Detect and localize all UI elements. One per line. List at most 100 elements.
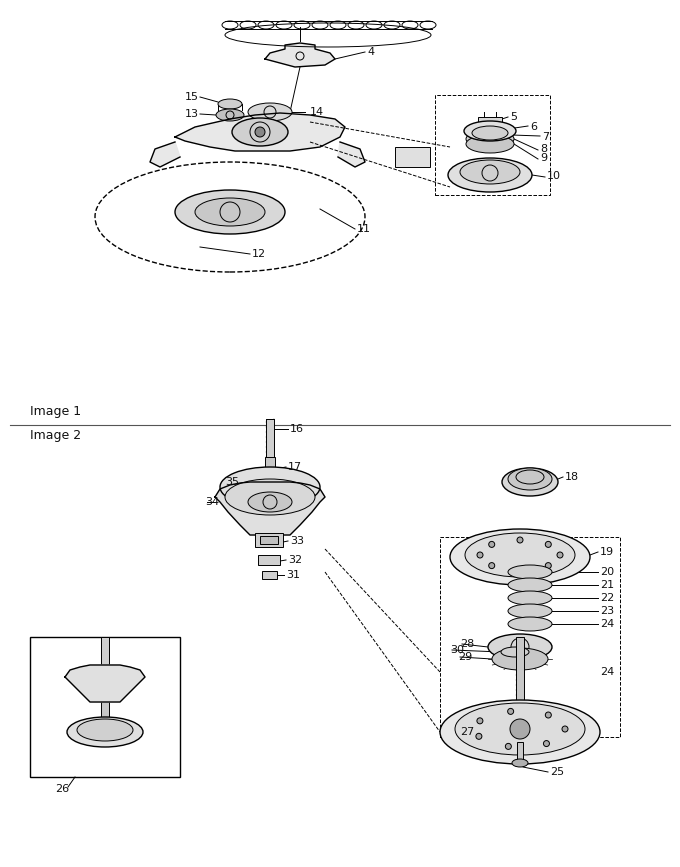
Ellipse shape <box>472 126 508 140</box>
Text: 19: 19 <box>600 547 614 557</box>
Ellipse shape <box>232 118 288 146</box>
Ellipse shape <box>465 533 575 577</box>
Ellipse shape <box>448 158 532 192</box>
Ellipse shape <box>492 648 548 670</box>
Text: 20: 20 <box>600 567 614 577</box>
Bar <box>260 536 278 544</box>
Circle shape <box>476 733 482 740</box>
Circle shape <box>562 726 568 732</box>
Bar <box>395 147 430 167</box>
Text: 23: 23 <box>600 606 614 616</box>
Bar <box>478 117 502 129</box>
Text: 12: 12 <box>252 249 266 259</box>
Text: 29: 29 <box>458 652 472 662</box>
Text: 5: 5 <box>510 112 517 122</box>
Text: 25: 25 <box>550 767 564 777</box>
Circle shape <box>510 719 530 739</box>
Ellipse shape <box>508 604 552 618</box>
Bar <box>262 571 277 579</box>
Ellipse shape <box>512 759 528 767</box>
Ellipse shape <box>248 103 292 121</box>
Ellipse shape <box>225 479 315 515</box>
Ellipse shape <box>502 468 558 496</box>
Ellipse shape <box>450 529 590 585</box>
Text: 13: 13 <box>185 109 199 119</box>
Ellipse shape <box>195 198 265 226</box>
Ellipse shape <box>67 717 143 747</box>
Circle shape <box>545 541 551 547</box>
Ellipse shape <box>77 719 133 741</box>
Text: Image 1: Image 1 <box>30 405 81 418</box>
Ellipse shape <box>93 718 117 728</box>
Ellipse shape <box>501 647 529 657</box>
Text: 33: 33 <box>290 536 304 546</box>
Text: 27: 27 <box>460 727 474 737</box>
Ellipse shape <box>508 468 552 490</box>
Circle shape <box>489 563 495 569</box>
Circle shape <box>505 743 511 749</box>
Text: 10: 10 <box>547 171 561 181</box>
Circle shape <box>489 541 495 547</box>
Text: 11: 11 <box>357 224 371 234</box>
Bar <box>266 419 274 459</box>
Circle shape <box>477 552 483 558</box>
Ellipse shape <box>508 591 552 605</box>
Ellipse shape <box>216 109 244 121</box>
Ellipse shape <box>220 467 320 507</box>
Circle shape <box>477 718 483 724</box>
Circle shape <box>557 552 563 558</box>
Polygon shape <box>175 113 345 151</box>
Text: 21: 21 <box>600 580 614 590</box>
Circle shape <box>255 127 265 137</box>
Text: 24: 24 <box>600 619 614 629</box>
Ellipse shape <box>464 121 516 141</box>
Text: 16: 16 <box>290 424 304 434</box>
Bar <box>516 637 524 727</box>
Text: 17: 17 <box>288 462 302 472</box>
Text: 6: 6 <box>530 122 537 132</box>
Bar <box>101 700 109 722</box>
Text: 18: 18 <box>565 472 579 482</box>
Ellipse shape <box>508 578 552 592</box>
Circle shape <box>508 708 513 714</box>
Ellipse shape <box>508 565 552 579</box>
Text: 24: 24 <box>600 667 614 677</box>
Polygon shape <box>150 142 180 167</box>
Polygon shape <box>265 43 335 67</box>
Bar <box>101 637 109 672</box>
Text: 8: 8 <box>540 144 547 154</box>
Ellipse shape <box>466 135 514 153</box>
Circle shape <box>517 567 523 573</box>
Ellipse shape <box>455 703 585 755</box>
Ellipse shape <box>175 190 285 234</box>
Ellipse shape <box>488 634 552 660</box>
Text: 7: 7 <box>542 132 549 142</box>
Text: 22: 22 <box>600 593 614 603</box>
Bar <box>517 742 523 762</box>
Bar <box>265 457 275 482</box>
Text: 9: 9 <box>540 153 547 163</box>
Text: 26: 26 <box>55 784 69 794</box>
Bar <box>258 555 280 565</box>
Bar <box>440 537 620 737</box>
Bar <box>255 533 283 547</box>
Ellipse shape <box>508 617 552 631</box>
Text: 34: 34 <box>205 497 219 507</box>
Text: 4: 4 <box>367 47 374 57</box>
Text: 35: 35 <box>225 477 239 487</box>
Ellipse shape <box>440 700 600 764</box>
Circle shape <box>543 740 549 746</box>
Ellipse shape <box>248 492 292 512</box>
Ellipse shape <box>460 160 520 184</box>
Text: 31: 31 <box>286 570 300 580</box>
Polygon shape <box>65 665 145 702</box>
Text: 28: 28 <box>460 639 474 649</box>
Text: 14: 14 <box>310 107 324 117</box>
Ellipse shape <box>218 99 242 109</box>
Ellipse shape <box>466 130 514 148</box>
Bar <box>435 95 550 195</box>
Text: 15: 15 <box>185 92 199 102</box>
Text: Image 2: Image 2 <box>30 429 81 442</box>
Text: 30: 30 <box>450 645 464 655</box>
Polygon shape <box>338 142 365 167</box>
